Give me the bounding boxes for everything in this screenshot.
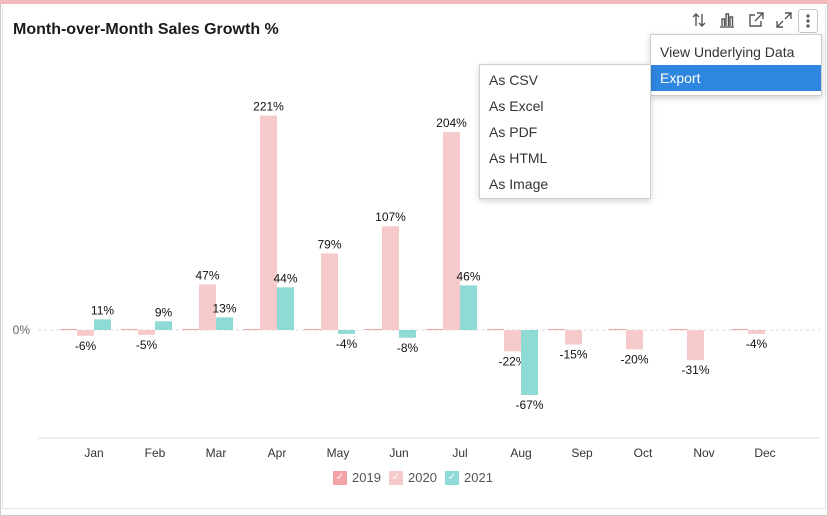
data-label-2021-may: -4% <box>336 337 358 351</box>
bar-2021-mar[interactable] <box>216 317 233 330</box>
export-submenu: As CSV As Excel As PDF As HTML As Image <box>479 64 651 199</box>
bar-2020-sep[interactable] <box>565 330 582 345</box>
x-tick-label: Jul <box>452 446 467 460</box>
bar-2021-feb[interactable] <box>155 321 172 330</box>
x-tick-label: Jun <box>389 446 408 460</box>
bar-2019-may[interactable] <box>304 329 321 330</box>
data-label-2021-jul: 46% <box>456 269 480 283</box>
data-label-2020-nov: -31% <box>681 363 709 377</box>
bar-2019-nov[interactable] <box>670 329 687 330</box>
data-label-2020-sep: -15% <box>559 348 587 362</box>
legend-label-2020: 2020 <box>408 470 437 485</box>
bar-2019-mar[interactable] <box>182 329 199 330</box>
data-label-2021-jun: -8% <box>397 341 419 355</box>
legend-label-2019: 2019 <box>352 470 381 485</box>
bar-2021-may[interactable] <box>338 330 355 334</box>
bar-2020-oct[interactable] <box>626 330 643 350</box>
open-new-icon[interactable] <box>745 10 767 30</box>
data-label-2021-apr: 44% <box>273 271 297 285</box>
y-tick-label: 0% <box>13 323 31 337</box>
options-menu: View Underlying Data Export <box>650 34 822 96</box>
bar-2020-jul[interactable] <box>443 132 460 330</box>
x-tick-label: Mar <box>206 446 227 460</box>
bar-2020-mar[interactable] <box>199 284 216 330</box>
x-tick-label: Feb <box>145 446 166 460</box>
data-label-2020-jun: 107% <box>375 210 406 224</box>
menu-item-view-underlying-data[interactable]: View Underlying Data <box>660 44 795 60</box>
legend-swatch-2019: ✓ <box>333 471 347 485</box>
export-as-image[interactable]: As Image <box>489 176 549 192</box>
export-as-excel[interactable]: As Excel <box>489 98 544 114</box>
data-label-2020-feb: -5% <box>136 338 158 352</box>
bar-2019-oct[interactable] <box>609 329 626 330</box>
bar-2021-apr[interactable] <box>277 287 294 330</box>
sort-icon[interactable] <box>688 10 710 30</box>
data-label-2020-dec: -4% <box>746 337 768 351</box>
widget-title: Month-over-Month Sales Growth % <box>13 21 279 38</box>
expand-icon[interactable] <box>773 10 795 30</box>
x-tick-label: May <box>327 446 350 460</box>
data-label-2020-jan: -6% <box>75 339 97 353</box>
x-tick-label: Jan <box>84 446 103 460</box>
data-label-2020-jul: 204% <box>436 116 467 130</box>
menu-item-export[interactable]: Export <box>651 65 821 91</box>
bar-2021-jun[interactable] <box>399 330 416 338</box>
bar-2019-dec[interactable] <box>731 329 748 330</box>
data-label-2020-mar: 47% <box>195 268 219 282</box>
chart-widget <box>2 6 826 509</box>
bar-2019-aug[interactable] <box>487 329 504 330</box>
export-as-html[interactable]: As HTML <box>489 150 548 166</box>
legend-swatch-2021: ✓ <box>445 471 459 485</box>
export-as-csv[interactable]: As CSV <box>489 72 539 88</box>
bar-2019-feb[interactable] <box>121 329 138 330</box>
bar-2021-aug[interactable] <box>521 330 538 395</box>
bar-2020-feb[interactable] <box>138 330 155 335</box>
data-label-2021-mar: 13% <box>212 301 236 315</box>
data-label-2020-apr: 221% <box>253 100 284 114</box>
x-tick-label: Dec <box>754 446 775 460</box>
x-tick-label: Nov <box>693 446 714 460</box>
bar-2020-aug[interactable] <box>504 330 521 352</box>
bar-2019-jul[interactable] <box>426 329 443 330</box>
bar-2020-jun[interactable] <box>382 226 399 330</box>
legend-swatch-2020: ✓ <box>389 471 403 485</box>
x-tick-label: Oct <box>634 446 653 460</box>
bar-2019-sep[interactable] <box>548 329 565 330</box>
legend-label-2021: 2021 <box>464 470 493 485</box>
top-accent-bar <box>0 0 828 4</box>
export-as-pdf[interactable]: As PDF <box>489 124 538 140</box>
bar-2019-jan[interactable] <box>60 329 77 330</box>
bar-2020-nov[interactable] <box>687 330 704 361</box>
data-label-2020-aug: -22% <box>498 354 526 368</box>
data-label-2020-may: 79% <box>317 237 341 251</box>
data-label-2021-aug: -67% <box>515 398 543 412</box>
x-tick-label: Sep <box>571 446 593 460</box>
data-label-2020-oct: -20% <box>620 352 648 366</box>
bar-2020-apr[interactable] <box>260 115 277 330</box>
bar-2019-apr[interactable] <box>243 329 260 330</box>
x-tick-label: Apr <box>268 446 287 460</box>
data-label-2021-jan: 11% <box>91 303 114 317</box>
bar-2020-jan[interactable] <box>77 330 94 336</box>
chart-type-icon[interactable] <box>716 10 738 30</box>
x-tick-label: Aug <box>510 446 531 460</box>
bar-2020-dec[interactable] <box>748 330 765 334</box>
data-label-2021-feb: 9% <box>155 305 173 319</box>
bar-2019-jun[interactable] <box>365 329 382 330</box>
bar-2020-may[interactable] <box>321 253 338 330</box>
bar-2021-jan[interactable] <box>94 319 111 330</box>
bar-2021-jul[interactable] <box>460 285 477 330</box>
more-options-icon[interactable] <box>798 9 818 33</box>
